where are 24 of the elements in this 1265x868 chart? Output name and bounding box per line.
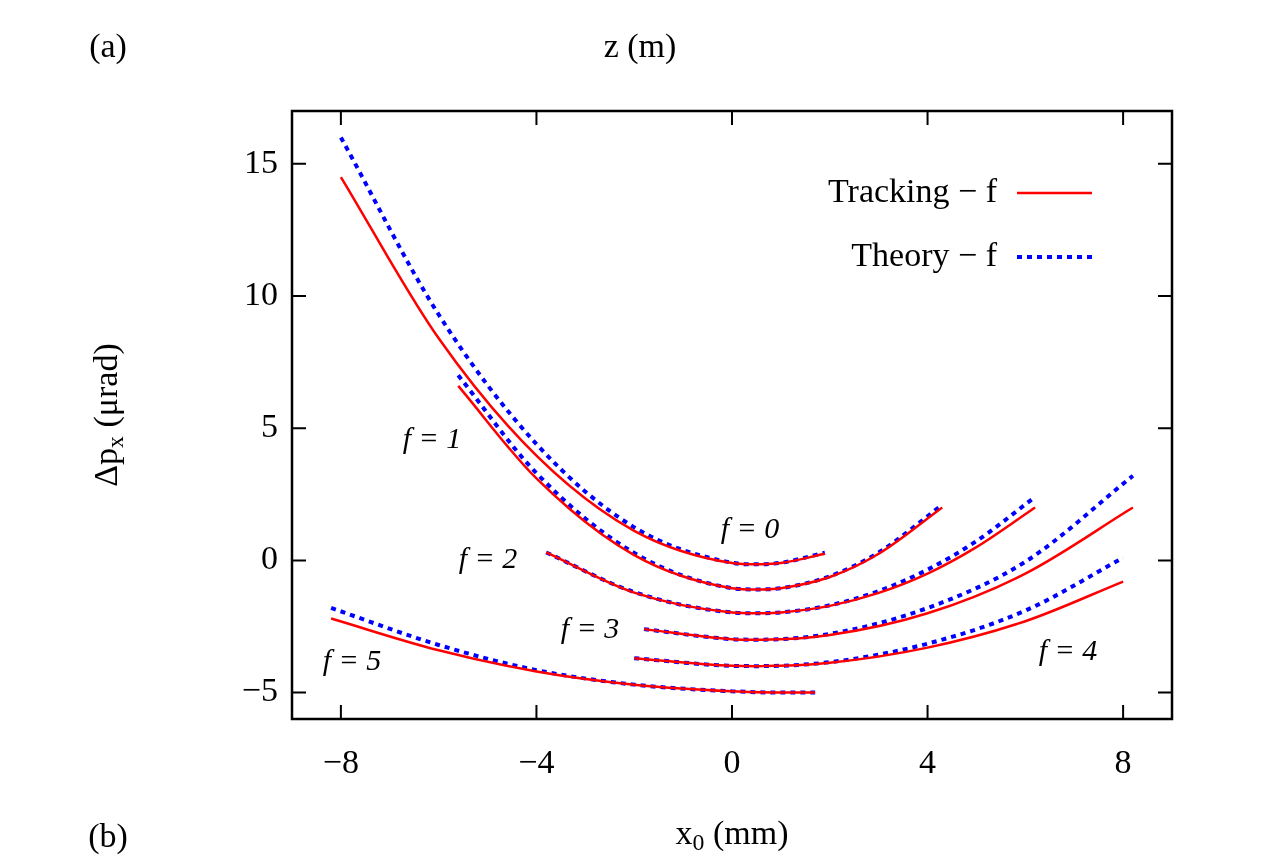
- y-tick-label: 5: [261, 407, 278, 445]
- annotation: f = 2: [458, 540, 518, 574]
- text: (a): [89, 26, 127, 65]
- x-tick-label: 0: [723, 742, 741, 780]
- x-tick-label: −4: [518, 742, 555, 780]
- y-tick-label: −5: [241, 671, 279, 709]
- y-axis-title: Δpx (μrad): [86, 343, 128, 487]
- annotation: f = 4: [1038, 632, 1098, 666]
- legend-label: Tracking − f: [827, 171, 998, 209]
- annotation: f = 0: [720, 510, 780, 544]
- y-tick-label: 15: [244, 142, 278, 180]
- text: (b): [88, 816, 128, 855]
- y-tick-label: 0: [261, 539, 278, 577]
- y-tick-label: 10: [244, 274, 278, 312]
- annotation: f = 1: [402, 420, 462, 454]
- x-tick-label: −8: [322, 742, 359, 780]
- text: z (m): [603, 26, 677, 65]
- legend-label: Theory − f: [851, 235, 998, 273]
- x-tick-label: 4: [919, 742, 937, 780]
- line-series: [632, 580, 1125, 668]
- annotation: f = 5: [322, 642, 382, 676]
- x-tick-label: 8: [1114, 742, 1132, 780]
- annotation: f = 3: [560, 610, 620, 644]
- line-series: [642, 506, 1135, 641]
